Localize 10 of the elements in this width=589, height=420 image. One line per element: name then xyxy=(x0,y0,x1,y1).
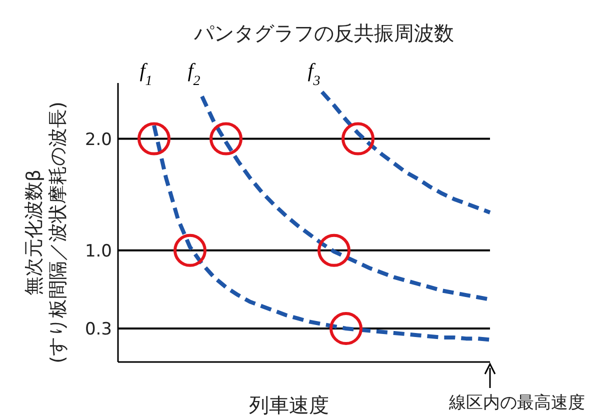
y-tick-label: 2.0 xyxy=(84,130,112,150)
series-label: f$_{2}$ xyxy=(188,60,200,88)
y-axis-title: 無次元化波数β (すり板間隔／波状摩耗の波長) xyxy=(23,102,69,364)
text: 線区内の最高速度 xyxy=(448,393,585,413)
chart-title: パンタグラフの反共振周波数 xyxy=(193,21,454,45)
series-label: f$_{3}$ xyxy=(308,60,320,88)
x-axis-title: 列車速度 xyxy=(249,393,329,417)
series-label: f$_{1}$ xyxy=(140,60,152,88)
y-tick-label: 0.3 xyxy=(84,320,112,340)
y-tick-label: 1.0 xyxy=(84,241,112,262)
